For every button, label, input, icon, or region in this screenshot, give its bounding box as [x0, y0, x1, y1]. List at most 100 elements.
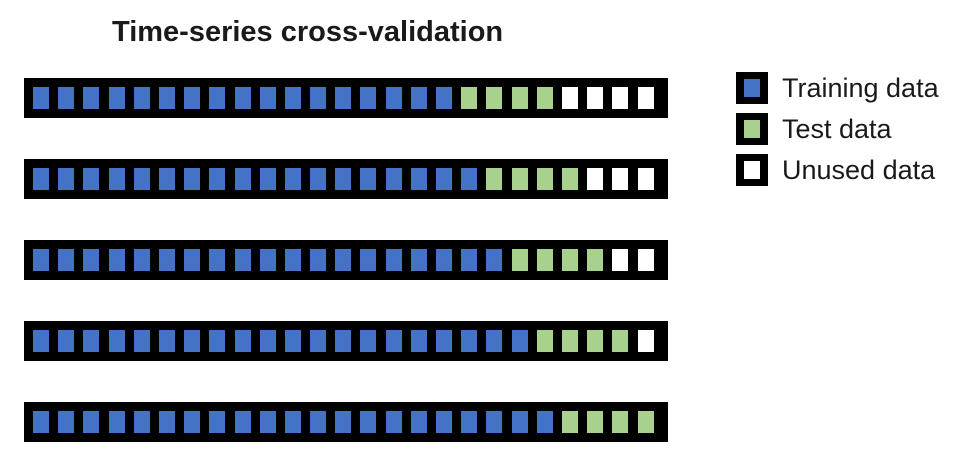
training-block — [33, 168, 49, 190]
training-block — [33, 249, 49, 271]
training-block — [436, 168, 452, 190]
test-block — [561, 168, 578, 190]
training-block — [108, 249, 125, 271]
training-block — [511, 411, 528, 433]
training-block — [461, 249, 478, 271]
swatch-fill — [744, 120, 760, 138]
training-block — [133, 330, 150, 352]
training-block — [33, 411, 49, 433]
training-block — [33, 330, 49, 352]
legend-item-training: Training data — [736, 72, 939, 104]
training-block — [234, 87, 251, 109]
training-block — [209, 330, 226, 352]
training-block — [335, 249, 352, 271]
training-block — [83, 330, 100, 352]
training-block — [436, 249, 452, 271]
training-block — [184, 87, 201, 109]
test-block — [511, 87, 528, 109]
test-block — [561, 249, 578, 271]
test-block — [461, 87, 478, 109]
training-block — [461, 411, 478, 433]
test-block — [561, 330, 578, 352]
test-block — [587, 330, 604, 352]
training-block — [410, 411, 427, 433]
training-block — [184, 330, 201, 352]
unused-block — [587, 87, 604, 109]
training-block — [58, 249, 75, 271]
training-block — [209, 87, 226, 109]
legend-label: Unused data — [782, 154, 936, 185]
training-block — [83, 411, 100, 433]
training-block — [259, 411, 276, 433]
training-block — [234, 330, 251, 352]
test-block — [612, 330, 629, 352]
legend-item-test: Test data — [736, 113, 892, 145]
test-block — [511, 168, 528, 190]
training-block — [108, 168, 125, 190]
test-block — [536, 330, 553, 352]
training-block — [58, 168, 75, 190]
training-block — [259, 330, 276, 352]
training-block — [436, 87, 452, 109]
fold-row-3 — [24, 240, 668, 280]
training-block — [158, 87, 175, 109]
legend-item-unused: Unused data — [736, 154, 935, 186]
unused-block — [561, 87, 578, 109]
swatch-fill — [744, 79, 760, 97]
training-block — [284, 330, 301, 352]
swatch-fill — [744, 161, 760, 179]
training-block — [335, 168, 352, 190]
training-block — [284, 411, 301, 433]
training-block — [335, 330, 352, 352]
training-block — [58, 330, 75, 352]
training-block — [133, 249, 150, 271]
legend-label: Training data — [782, 72, 939, 103]
training-block — [310, 411, 327, 433]
training-block — [284, 168, 301, 190]
training-block — [58, 411, 75, 433]
training-block — [360, 411, 377, 433]
test-block — [587, 411, 604, 433]
white-square-icon — [736, 154, 768, 186]
training-block — [259, 168, 276, 190]
training-block — [486, 411, 503, 433]
training-block — [284, 87, 301, 109]
training-block — [158, 330, 175, 352]
training-block — [310, 249, 327, 271]
training-block — [133, 87, 150, 109]
test-block — [637, 411, 654, 433]
training-block — [184, 249, 201, 271]
test-block — [536, 87, 553, 109]
training-block — [360, 330, 377, 352]
training-block — [461, 330, 478, 352]
training-block — [385, 411, 402, 433]
training-block — [436, 330, 452, 352]
training-block — [83, 249, 100, 271]
training-block — [83, 168, 100, 190]
training-block — [536, 411, 553, 433]
training-block — [108, 411, 125, 433]
training-block — [234, 411, 251, 433]
test-block — [612, 411, 629, 433]
unused-block — [612, 168, 629, 190]
training-block — [436, 411, 452, 433]
training-block — [335, 411, 352, 433]
test-block — [587, 249, 604, 271]
training-block — [410, 87, 427, 109]
green-square-icon — [736, 113, 768, 145]
training-block — [385, 249, 402, 271]
training-block — [335, 87, 352, 109]
training-block — [284, 249, 301, 271]
training-block — [360, 249, 377, 271]
training-block — [133, 168, 150, 190]
training-block — [158, 249, 175, 271]
training-block — [83, 87, 100, 109]
test-block — [486, 168, 503, 190]
training-block — [310, 330, 327, 352]
test-block — [511, 249, 528, 271]
training-block — [410, 249, 427, 271]
training-block — [385, 168, 402, 190]
training-block — [486, 330, 503, 352]
training-block — [410, 168, 427, 190]
training-block — [33, 87, 49, 109]
